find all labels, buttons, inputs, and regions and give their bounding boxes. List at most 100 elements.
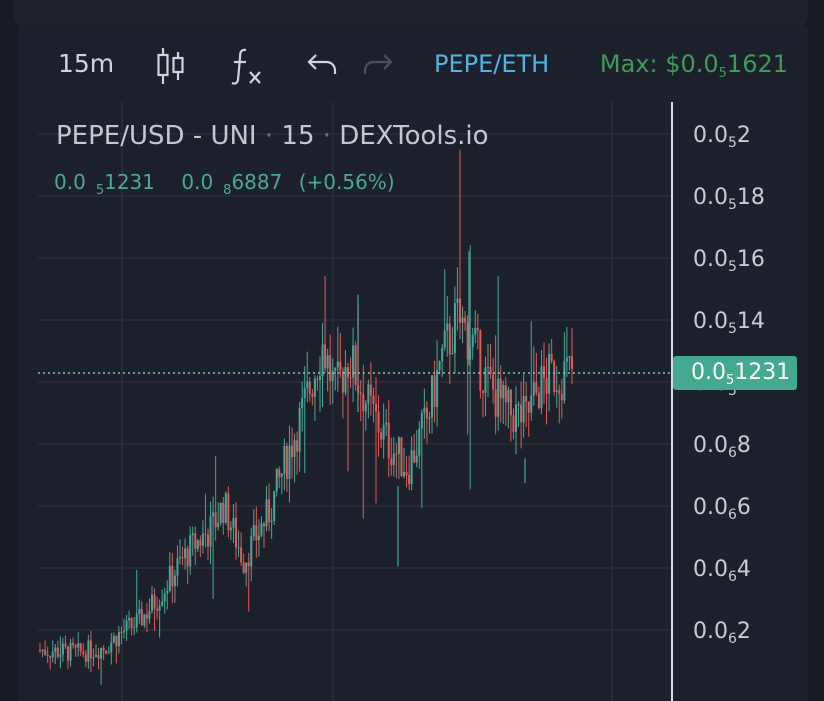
candle — [64, 635, 67, 650]
candle — [110, 633, 113, 665]
candle — [263, 521, 265, 549]
y-tick-label: 0.068 — [693, 433, 751, 461]
candle — [532, 346, 535, 406]
candle — [331, 358, 334, 404]
redo-icon[interactable] — [362, 52, 394, 82]
candle — [148, 598, 151, 624]
candle — [509, 389, 512, 442]
candle — [545, 357, 548, 425]
candle — [97, 648, 100, 670]
candle — [453, 286, 456, 374]
y-tick-label: 0.062 — [693, 619, 751, 647]
candle — [117, 626, 120, 654]
candle — [138, 599, 141, 624]
candle — [89, 630, 92, 673]
candle — [385, 409, 388, 437]
candle — [196, 539, 199, 553]
candle — [209, 501, 212, 564]
candle — [362, 364, 365, 519]
candle — [408, 455, 411, 491]
candle — [214, 455, 217, 541]
candle — [537, 386, 540, 410]
chart-toolbar: 15m PEPE/ETH Max: $0.051621 — [18, 40, 808, 90]
candle — [319, 356, 321, 412]
candle — [540, 350, 543, 415]
candle — [301, 381, 304, 432]
candle — [74, 643, 77, 657]
candle — [291, 427, 293, 479]
candle — [400, 436, 403, 477]
candle — [163, 587, 166, 614]
candle — [82, 643, 85, 658]
interval-button[interactable]: 15m — [58, 49, 115, 78]
candle — [492, 357, 495, 404]
candle — [397, 436, 400, 479]
candle — [184, 538, 187, 570]
candle — [372, 387, 375, 423]
candle — [107, 646, 110, 654]
candle — [288, 425, 291, 503]
candle — [123, 618, 125, 639]
candle — [120, 626, 123, 645]
candle — [347, 362, 349, 472]
y-axis-ticks: 0.0520.05180.05160.05140.0510.0680.0660.… — [693, 123, 765, 647]
candle — [156, 596, 159, 620]
candle — [308, 376, 311, 402]
candle — [461, 306, 464, 344]
candle — [125, 614, 128, 641]
candle — [217, 502, 220, 531]
candle — [145, 603, 148, 633]
candle — [151, 585, 153, 614]
candle — [204, 493, 207, 548]
candle — [377, 395, 380, 457]
candle — [443, 269, 446, 352]
candle — [227, 486, 230, 538]
candle — [530, 321, 533, 421]
candle — [84, 649, 87, 668]
candle — [469, 245, 472, 490]
candle — [418, 420, 421, 469]
candle — [410, 436, 413, 491]
candle — [522, 374, 525, 438]
candle — [481, 390, 484, 418]
candle — [520, 381, 523, 449]
candle — [476, 313, 479, 350]
top-strip-bar — [14, 0, 808, 26]
candle — [466, 314, 469, 435]
candle — [380, 428, 383, 448]
y-tick-label: 0.064 — [693, 557, 751, 585]
candle — [153, 588, 156, 631]
pair-link[interactable]: PEPE/ETH — [434, 50, 550, 78]
candle — [61, 637, 64, 662]
candle — [375, 377, 377, 504]
candle — [194, 526, 197, 566]
candle — [179, 539, 181, 565]
candle — [59, 636, 62, 669]
candle — [517, 401, 520, 427]
candle — [56, 640, 59, 659]
candle — [535, 352, 538, 396]
y-axis-line[interactable] — [671, 102, 673, 701]
candle — [275, 467, 278, 497]
candle — [112, 632, 115, 644]
undo-icon[interactable] — [306, 52, 338, 82]
candle — [232, 503, 235, 543]
candle — [446, 295, 449, 357]
candle — [352, 327, 355, 403]
function-icon[interactable] — [230, 46, 266, 90]
candlestick-icon[interactable] — [156, 46, 186, 90]
candle — [87, 634, 90, 669]
max-price-label: Max: $0.051621 — [599, 50, 788, 81]
candle — [344, 349, 347, 396]
candle — [367, 379, 370, 419]
candle — [280, 472, 283, 495]
candle — [329, 334, 332, 405]
top-strip — [0, 0, 824, 26]
candle — [250, 527, 253, 582]
candle — [199, 535, 202, 558]
candle — [553, 359, 556, 396]
candle — [428, 411, 431, 434]
candle — [341, 367, 344, 419]
candle — [128, 610, 131, 630]
